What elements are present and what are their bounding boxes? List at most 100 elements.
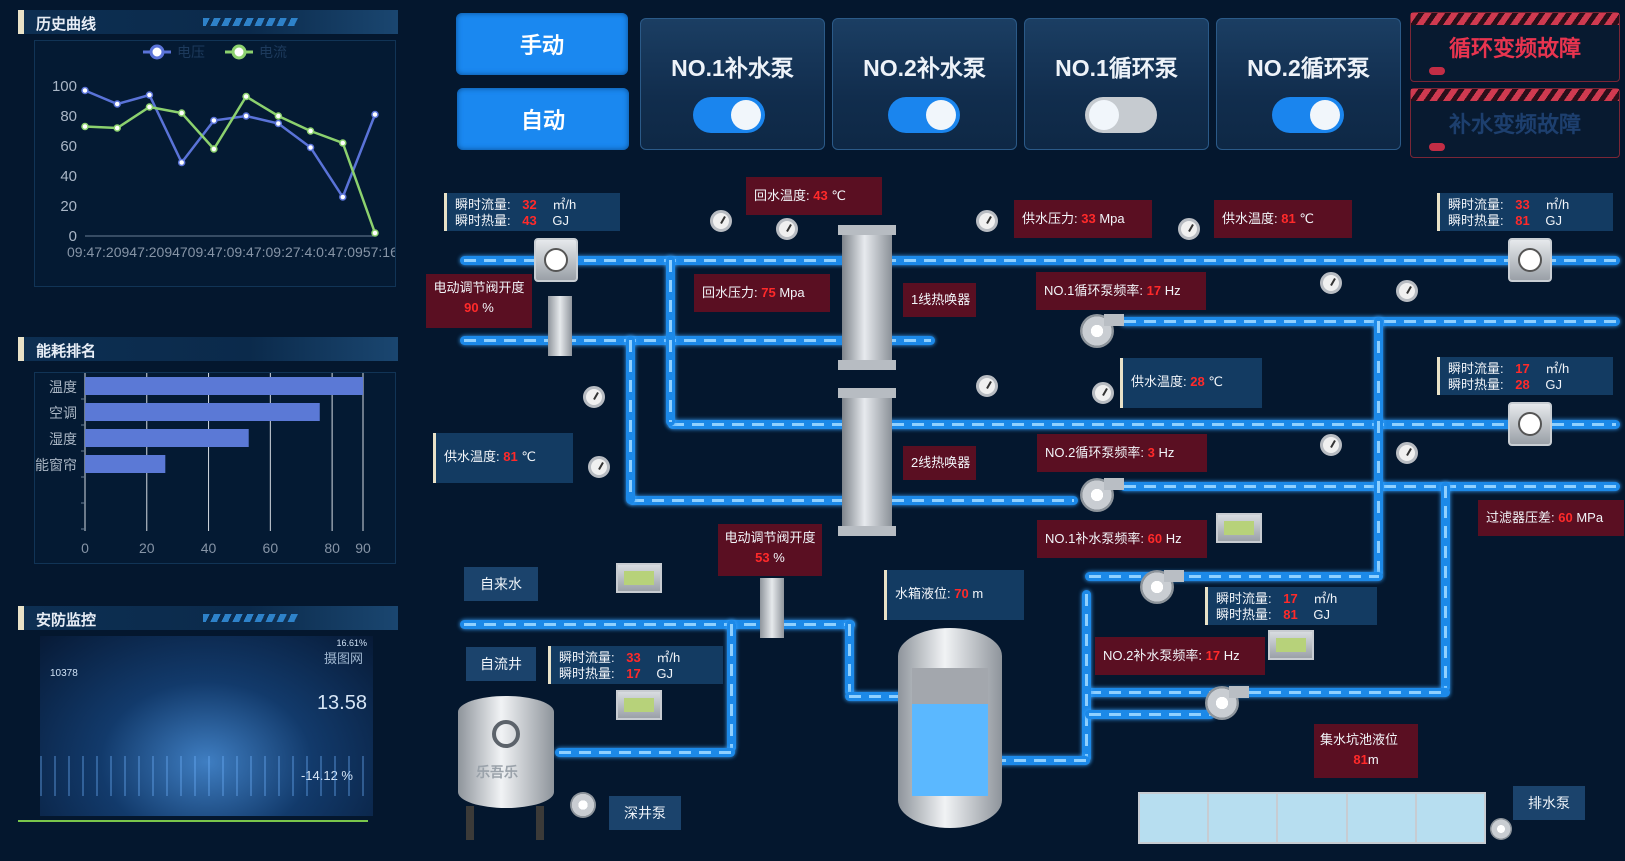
pipe-v-7 [727, 620, 736, 752]
data-point [306, 143, 315, 152]
tap-water-button[interactable]: 自来水 [464, 567, 538, 601]
pipe-circ-1 [1120, 317, 1620, 326]
makeup-pump-2-icon[interactable] [1205, 684, 1249, 720]
data-point [210, 116, 218, 125]
supply-temp-mid-label: 供水温度: 28 ℃ [1120, 358, 1262, 408]
control-valve-icon[interactable] [548, 296, 572, 356]
pipe-v-3 [1374, 317, 1383, 577]
makeup-pump-1-freq-label: NO.1补水泵频率: 60 Hz [1037, 520, 1207, 558]
legend-marker [231, 44, 247, 60]
category-label: 湿度 [49, 431, 77, 447]
pump-name: NO.2补水泵 [863, 55, 986, 81]
feed-brand: 摄图网 [323, 651, 363, 666]
legend-marker [149, 44, 165, 60]
pipe-tank-out [990, 756, 1090, 765]
thermometer-icon [588, 456, 610, 478]
circulation-pump-2-icon[interactable] [1080, 476, 1124, 512]
category-label: 空调 [49, 405, 77, 421]
y-tick-label: 20 [60, 198, 77, 215]
pipe-makeup-3 [1085, 710, 1215, 719]
pipe-makeup-2 [1085, 688, 1450, 697]
fault-circulation-vfd: 循环变频故障 [1410, 12, 1620, 82]
data-point [113, 100, 121, 108]
fault-text: 循环变频故障 [1448, 36, 1581, 61]
flow-readout-3: 瞬时流量: 17 ㎡/h 瞬时热量: 28 GJ [1437, 357, 1613, 395]
pump-toggle-no2-circulation[interactable] [1272, 97, 1344, 133]
deep-well-pump-button[interactable]: 深井泵 [609, 796, 681, 830]
energy-chart: 温度 空调 湿度 能窗帘 0 20 40 60 80 90 [34, 372, 396, 564]
pipe-supply-top [460, 256, 1620, 265]
valve-opening-2-label: 电动调节阀开度 53 % [718, 524, 822, 576]
security-camera-feed[interactable]: 10378 16.61% 摄图网 13.58 -14.12 % [40, 636, 373, 816]
legend-label: 电压 [177, 44, 205, 60]
data-point [274, 112, 283, 120]
pressure-gauge-icon [710, 210, 732, 232]
circulation-pump-1-icon[interactable] [1080, 312, 1124, 348]
data-point [177, 158, 186, 167]
supply-pressure-label: 供水压力: 33 Mpa [1014, 200, 1152, 238]
pipe-well [555, 748, 735, 757]
series-line [84, 94, 377, 234]
sump-pool [1138, 792, 1486, 844]
drain-pump-button[interactable]: 排水泵 [1513, 786, 1585, 820]
pump-toggle-no2-makeup[interactable] [888, 97, 960, 133]
drain-pump-icon[interactable] [1490, 816, 1534, 852]
pump-toggle-no1-circulation[interactable] [1085, 97, 1157, 133]
energy-panel-title: 能耗排名 [18, 337, 398, 361]
x-tick-label: 80 [324, 540, 340, 556]
bar [85, 429, 249, 447]
x-tick-label: 20 [139, 540, 155, 556]
thermometer-icon [1092, 382, 1114, 404]
pump-name: NO.1补水泵 [671, 55, 794, 81]
data-point [306, 127, 315, 135]
data-point [242, 92, 250, 101]
heat-exchanger-2-label: 2线热唤器 [903, 446, 976, 480]
data-point [274, 119, 283, 128]
pump-name: NO.1循环泵 [1055, 55, 1178, 81]
pump-card-no2-makeup: NO.2补水泵 [832, 18, 1017, 150]
bar [85, 455, 166, 473]
makeup-pump-1-icon[interactable] [1140, 568, 1184, 604]
title-decoration [203, 614, 298, 622]
y-tick-label: 100 [52, 78, 77, 95]
flow-readout-1: 瞬时流量: 32 ㎡/h 瞬时热量: 43 GJ [444, 193, 620, 231]
pump-toggle-no1-makeup[interactable] [693, 97, 765, 133]
thermometer-icon [1178, 218, 1200, 240]
data-point [339, 193, 347, 201]
tank-water-level [912, 703, 988, 796]
flow-meter-icon [1508, 402, 1552, 446]
flowmeter-display-icon [616, 690, 662, 720]
data-point [113, 124, 121, 132]
pump-card-no1-circulation: NO.1循环泵 [1024, 18, 1209, 150]
data-point [371, 110, 379, 119]
artesian-well-button[interactable]: 自流井 [466, 647, 536, 681]
return-temp-label: 回水温度: 43 ℃ [746, 177, 882, 215]
manual-mode-button[interactable]: 手动 [456, 13, 628, 75]
fault-text: 补水变频故障 [1448, 112, 1581, 137]
data-point [339, 139, 347, 147]
fault-indicator-icon [1429, 67, 1445, 75]
data-point [81, 86, 89, 95]
flow-meter-icon [1508, 238, 1552, 282]
pipe-v-4 [1441, 482, 1450, 692]
thermometer-icon [1396, 280, 1418, 302]
circulation-pump-2-freq-label: NO.2循环泵频率: 3 Hz [1037, 434, 1207, 472]
control-valve-icon[interactable] [760, 578, 784, 638]
pressure-gauge-icon [1320, 434, 1342, 456]
x-tick-label: 90 [355, 540, 371, 556]
supply-temp-top-label: 供水温度: 81 ℃ [1214, 200, 1352, 238]
pump-card-no2-circulation: NO.2循环泵 [1216, 18, 1401, 150]
pipe-v-5 [1082, 590, 1091, 762]
water-tank [898, 628, 1002, 828]
thermometer-icon [776, 218, 798, 240]
flowmeter-display-icon [616, 563, 662, 593]
y-tick-label: 60 [60, 138, 77, 155]
feed-big-number: 13.58 [316, 692, 367, 714]
auto-mode-button[interactable]: 自动 [457, 88, 629, 150]
circulation-pump-1-freq-label: NO.1循环泵频率: 17 Hz [1036, 272, 1206, 310]
data-point [145, 103, 154, 111]
deep-well-pump-icon[interactable] [570, 790, 614, 826]
y-tick-label: 0 [69, 228, 77, 245]
feed-small: 16.61% [336, 638, 367, 648]
